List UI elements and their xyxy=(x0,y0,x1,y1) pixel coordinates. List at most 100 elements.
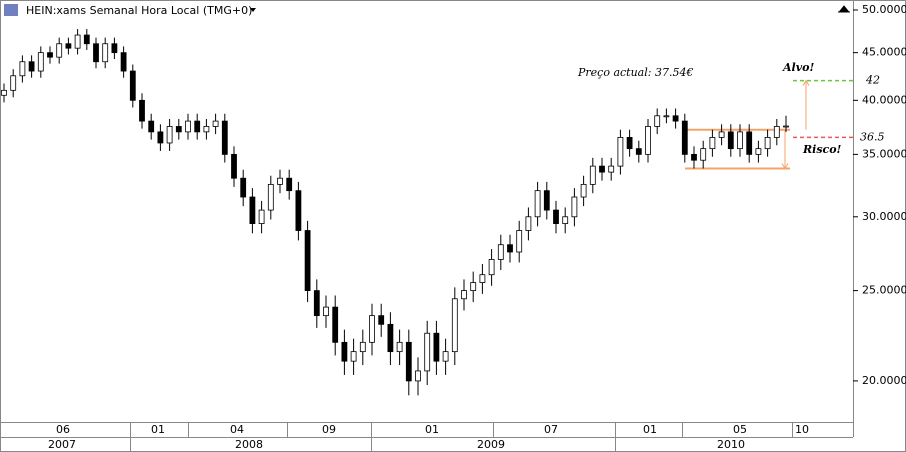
title-dropdown[interactable] xyxy=(250,8,256,12)
candle-body xyxy=(424,332,431,372)
stop-value: 36.5 xyxy=(860,130,885,143)
candle-body xyxy=(599,165,605,173)
candle-body xyxy=(249,196,256,224)
y-tick-label: 35.0000 xyxy=(862,147,906,160)
candle-body xyxy=(258,209,265,224)
y-tick-label: 25.0000 xyxy=(862,284,906,297)
candle-body xyxy=(405,341,412,382)
candle-body xyxy=(461,290,467,300)
candle-body xyxy=(387,323,394,353)
candle-body xyxy=(148,120,155,133)
cfd-icon xyxy=(4,4,18,16)
candle-body xyxy=(645,126,651,155)
candle-body xyxy=(534,190,541,218)
candle-body xyxy=(111,43,118,54)
candle-body xyxy=(175,126,182,133)
candle-body xyxy=(608,165,615,173)
candle-body xyxy=(203,126,210,133)
candle-body xyxy=(709,136,716,150)
year-label: 2009 xyxy=(477,438,505,451)
month-label: 01 xyxy=(425,423,439,436)
candle-body xyxy=(764,136,771,150)
candle-body xyxy=(83,34,90,45)
candle-body xyxy=(221,120,228,155)
y-tick-label: 30.0000 xyxy=(862,210,906,223)
candle-body xyxy=(516,230,523,253)
candle-body xyxy=(672,115,679,122)
month-label: 04 xyxy=(230,423,244,436)
target-label: Alvo! xyxy=(782,61,814,74)
candle-body xyxy=(589,165,596,185)
candle-body xyxy=(10,75,17,91)
y-tick-label: 40.0000 xyxy=(862,93,906,106)
y-tick-label: 50.0000 xyxy=(862,3,906,16)
candle-body xyxy=(451,298,458,353)
candle-body xyxy=(194,120,201,133)
candle-body xyxy=(433,332,440,362)
candle-body xyxy=(773,126,780,138)
candle-body xyxy=(56,43,63,58)
scale-icon[interactable] xyxy=(838,5,850,13)
candle-body xyxy=(470,282,477,291)
candle-body xyxy=(267,183,274,211)
candle-body xyxy=(65,43,72,49)
candle-body xyxy=(691,153,697,161)
candle-body xyxy=(102,43,109,63)
candle-body xyxy=(313,290,320,317)
candle-body xyxy=(212,120,219,127)
candle-body xyxy=(369,315,375,343)
candle-body xyxy=(681,120,688,155)
channel-arrow-head xyxy=(781,163,789,170)
candle-body xyxy=(240,177,247,198)
month-label: 05 xyxy=(733,423,747,436)
y-tick-label: 20.0000 xyxy=(862,374,906,387)
chart-title: HEIN:xams Semanal Hora Local (TMG+0) xyxy=(26,4,252,17)
candle-body xyxy=(378,315,385,325)
candle-body xyxy=(479,274,486,283)
candle-body xyxy=(28,61,35,72)
year-label: 2010 xyxy=(717,438,745,451)
candle-body xyxy=(635,148,642,155)
price-note: Preço actual: 37.54€ xyxy=(577,66,693,79)
candle-body xyxy=(626,136,633,150)
candle-body xyxy=(350,351,357,362)
candle-body xyxy=(332,306,339,343)
candle-body xyxy=(396,341,403,353)
candle-body xyxy=(617,136,624,167)
candle-body xyxy=(497,244,504,260)
candle-body xyxy=(19,61,26,77)
candle-body xyxy=(442,351,449,362)
candle-body xyxy=(286,177,293,192)
year-label: 2007 xyxy=(48,438,76,451)
candle-body xyxy=(74,34,81,49)
candle-body xyxy=(415,370,421,382)
year-label: 2008 xyxy=(235,438,263,451)
target-value: 42 xyxy=(865,74,880,87)
month-label: 10 xyxy=(795,423,809,436)
candle-body xyxy=(139,99,145,122)
candle-body xyxy=(507,244,513,253)
month-label: 06 xyxy=(56,423,70,436)
candle-body xyxy=(783,125,789,128)
candle-body xyxy=(718,131,725,138)
month-label: 09 xyxy=(322,423,336,436)
candle-body xyxy=(663,115,670,118)
candle-body xyxy=(231,153,237,179)
candle-body xyxy=(1,89,7,96)
candle-body xyxy=(341,341,348,362)
candle-body xyxy=(37,52,44,72)
candle-body xyxy=(166,126,173,144)
candle-body xyxy=(277,177,283,185)
candle-body xyxy=(571,196,578,218)
candle-body xyxy=(654,115,661,127)
month-label: 01 xyxy=(151,423,165,436)
candle-body xyxy=(295,190,302,231)
candle-body xyxy=(359,341,366,353)
stop-label: Risco! xyxy=(802,143,842,156)
target-arrow-head xyxy=(802,79,810,86)
candle-body xyxy=(746,131,753,155)
candle-body xyxy=(93,43,99,63)
candle-body xyxy=(185,120,191,133)
